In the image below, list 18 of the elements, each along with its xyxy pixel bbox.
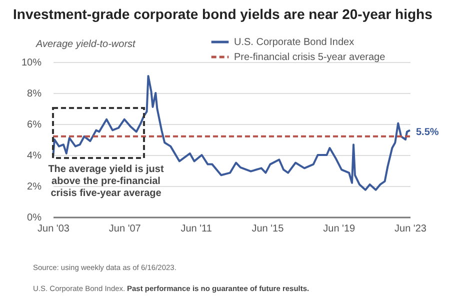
y-tick-label: 0% (27, 212, 42, 224)
x-tick-label: Jun '19 (323, 224, 356, 234)
x-tick-label: Jun '23 (394, 224, 427, 234)
y-tick-label: 4% (27, 150, 42, 162)
y-tick-label: 8% (27, 88, 42, 100)
x-tick-label: Jun '03 (38, 224, 70, 234)
x-tick-label: Jun '15 (252, 224, 284, 234)
y-tick-label: 10% (21, 58, 42, 68)
y-tick-label: 6% (27, 120, 42, 130)
y-axis-title: Average yield-to-worst (35, 39, 137, 50)
legend-label: U.S. Corporate Bond Index (234, 37, 354, 48)
chart-title: Investment-grade corporate bond yields are near 20-year highs (13, 6, 433, 22)
annotation: The average yield is just above the pre-financial crisis five-year average (48, 164, 164, 199)
x-tick-label: Jun '07 (108, 224, 142, 234)
legend-label: Pre-financial crisis 5-year average (234, 52, 386, 63)
y-tick-label: 2% (27, 182, 42, 192)
x-tick-label: Jun '11 (180, 224, 212, 234)
annotation: 5.5% (416, 126, 439, 138)
